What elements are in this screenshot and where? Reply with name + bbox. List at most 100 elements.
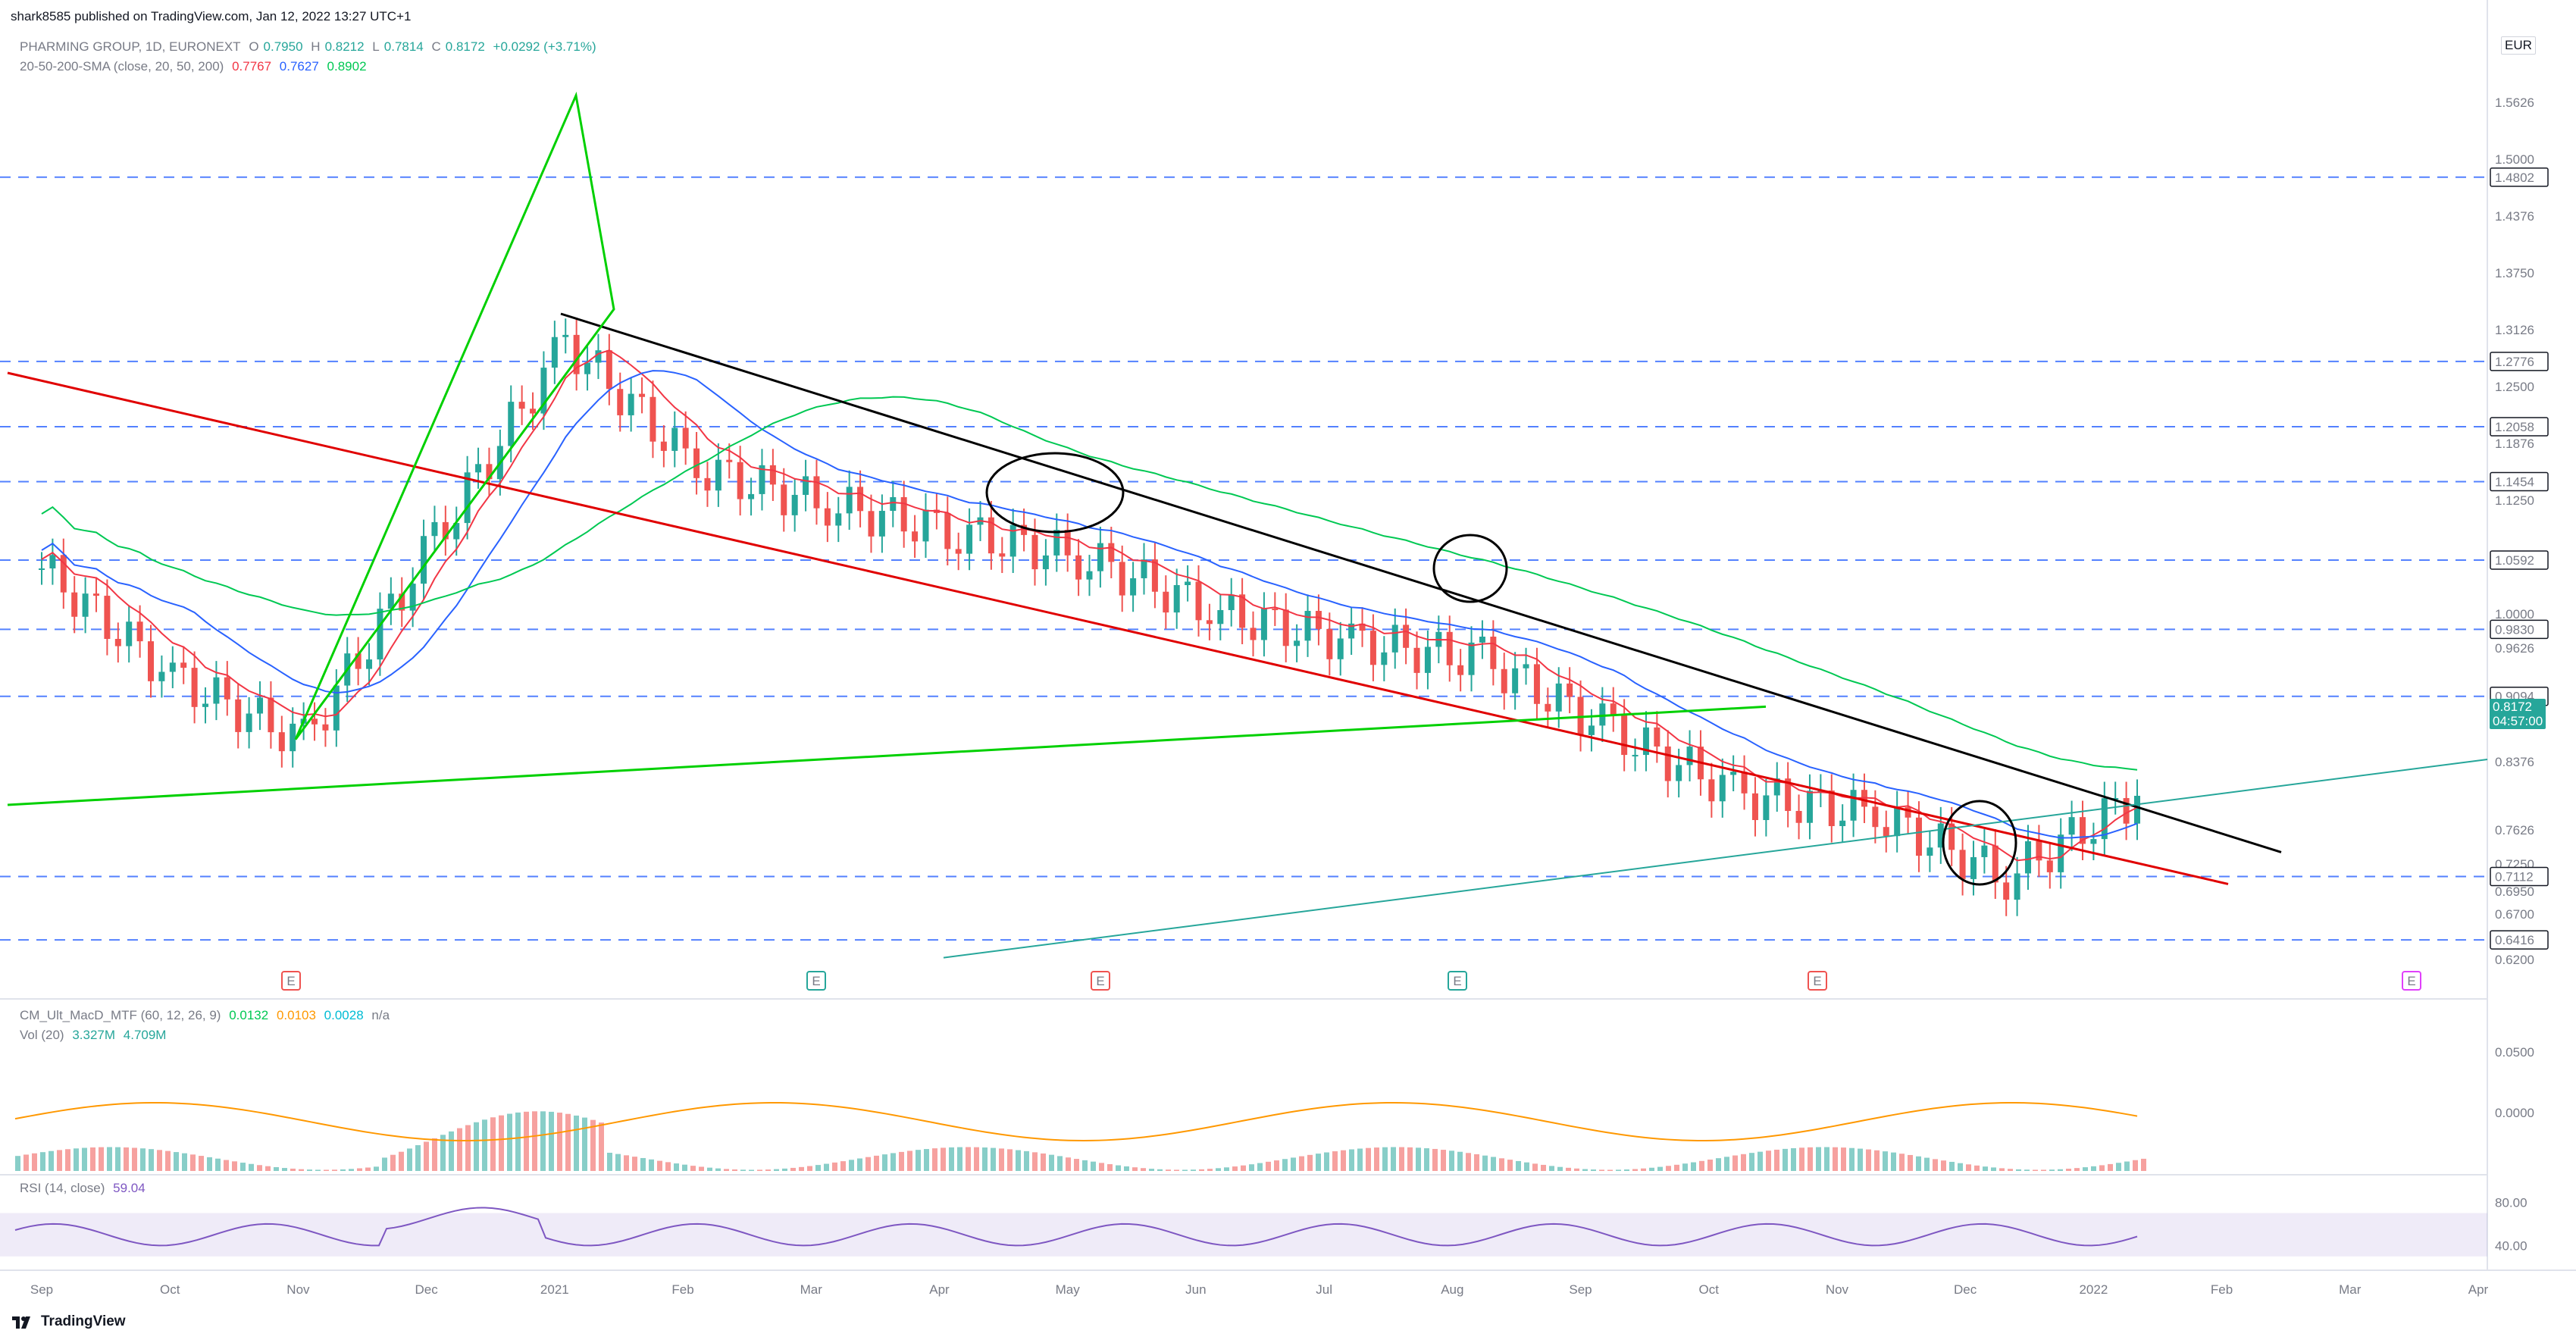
volume-bar (1749, 1153, 1754, 1171)
candle-body (1359, 623, 1366, 631)
earnings-marker (806, 971, 826, 991)
volume-bar (1516, 1160, 1521, 1171)
volume-bar (1249, 1164, 1254, 1171)
volume-bar (1682, 1163, 1688, 1171)
candle-body (1773, 778, 1780, 796)
volume-bar (257, 1165, 262, 1171)
volume-bar (440, 1135, 446, 1171)
candle-body (562, 334, 569, 337)
candle-body (2068, 817, 2075, 835)
candle-body (1992, 845, 1999, 883)
price-tick-label: 0.6200 (2495, 953, 2534, 967)
volume-bar (1741, 1154, 1746, 1171)
volume-bar (1783, 1148, 1788, 1171)
volume-bar (1299, 1156, 1304, 1171)
candle-body (2134, 796, 2140, 824)
level-price-label: 1.2058 (2495, 420, 2534, 434)
volume-bar (1491, 1157, 1496, 1171)
volume-bar (2099, 1165, 2105, 1171)
volume-bar (549, 1111, 554, 1171)
volume-bar (1549, 1166, 1554, 1171)
volume-bar (182, 1153, 187, 1171)
annotation-circle (985, 452, 1125, 534)
volume-bar (1866, 1149, 1871, 1171)
volume-bar (1182, 1169, 1188, 1171)
candle-body (781, 484, 787, 515)
candle-body (857, 487, 864, 512)
candle-body (104, 596, 111, 639)
candle-body (748, 493, 755, 499)
volume-bar (1858, 1148, 1863, 1171)
candle-body (508, 402, 515, 446)
volume-bar (1966, 1164, 1971, 1171)
currency-badge[interactable]: EUR (2501, 36, 2536, 55)
volume-bar (1407, 1147, 1413, 1171)
level-price-tag (2490, 352, 2549, 371)
candle-body (628, 393, 634, 415)
volume-bar (1799, 1147, 1804, 1171)
volume-bar (1399, 1147, 1404, 1171)
volume-bar (1291, 1157, 1296, 1171)
level-price-tag (2490, 619, 2549, 640)
volume-bar (674, 1163, 679, 1171)
volume-bar (1024, 1150, 1029, 1171)
level-price-tag (2490, 550, 2549, 570)
volume-bar (482, 1119, 487, 1171)
candle-body (890, 496, 897, 512)
volume-bar (1707, 1159, 1713, 1171)
volume-bar (1199, 1169, 1204, 1171)
volume-bar (1041, 1153, 1046, 1171)
sma-legend[interactable]: 20-50-200-SMA (close, 20, 50, 200) 0.776… (20, 59, 367, 74)
candle-body (1413, 647, 1420, 673)
volume-bar (824, 1163, 829, 1171)
candle-body (715, 459, 721, 491)
rsi-legend[interactable]: RSI (14, close) 59.04 (20, 1181, 146, 1195)
volume-bar (65, 1149, 70, 1171)
candle-body (1304, 611, 1311, 641)
macd-tick-label: 0.0000 (2495, 1106, 2534, 1120)
volume-bar (957, 1147, 962, 1171)
volume-bar (1724, 1157, 1729, 1171)
symbol-legend: PHARMING GROUP, 1D, EURONEXT O 0.7950 H 0.… (20, 39, 596, 54)
volume-bar (2133, 1160, 2138, 1171)
volume-bar (332, 1169, 337, 1171)
candle-body (1981, 845, 1988, 857)
candle-body (1424, 646, 1431, 673)
current-price-tag: 0.8172 04:57:00 (2490, 699, 2546, 729)
symbol-name[interactable]: PHARMING GROUP, 1D, EURONEXT (20, 39, 241, 54)
volume-bar (1766, 1150, 1771, 1171)
volume-bar (174, 1152, 179, 1171)
rsi-tick-label: 40.00 (2495, 1238, 2527, 1253)
candle-body (1173, 585, 1180, 613)
candle-body (377, 609, 383, 660)
candle-body (2101, 798, 2108, 840)
candle-body (278, 732, 285, 752)
candle-body (1097, 543, 1103, 571)
volume-bar (1124, 1166, 1129, 1171)
volume-bar (1699, 1160, 1704, 1171)
volume-bar (999, 1148, 1004, 1171)
volume-bar (1541, 1164, 1546, 1171)
volume-bar (2033, 1169, 2038, 1171)
tradingview-logo[interactable]: TradingView (11, 1313, 126, 1330)
volume-legend[interactable]: Vol (20) 3.327M 4.709M (20, 1028, 167, 1042)
volume-bar (299, 1169, 304, 1171)
volume-bar (857, 1158, 862, 1171)
candle-body (1260, 609, 1267, 640)
candle-body (1369, 631, 1376, 665)
candle-body (1239, 594, 1246, 628)
macd-legend[interactable]: CM_Ult_MacD_MTF (60, 12, 26, 9) 0.0132 0… (20, 1008, 390, 1022)
candle-body (60, 555, 67, 593)
volume-bar (1132, 1167, 1138, 1171)
volume-bar (966, 1147, 971, 1171)
candle-body (769, 465, 776, 485)
candle-body (1632, 755, 1639, 757)
candle-body (442, 521, 449, 540)
candle-body (573, 334, 580, 374)
candle-body (1053, 530, 1060, 556)
candle-body (617, 389, 624, 415)
candle-body (1446, 631, 1453, 665)
volume-bar (115, 1147, 121, 1171)
volume-bar (2066, 1169, 2071, 1171)
